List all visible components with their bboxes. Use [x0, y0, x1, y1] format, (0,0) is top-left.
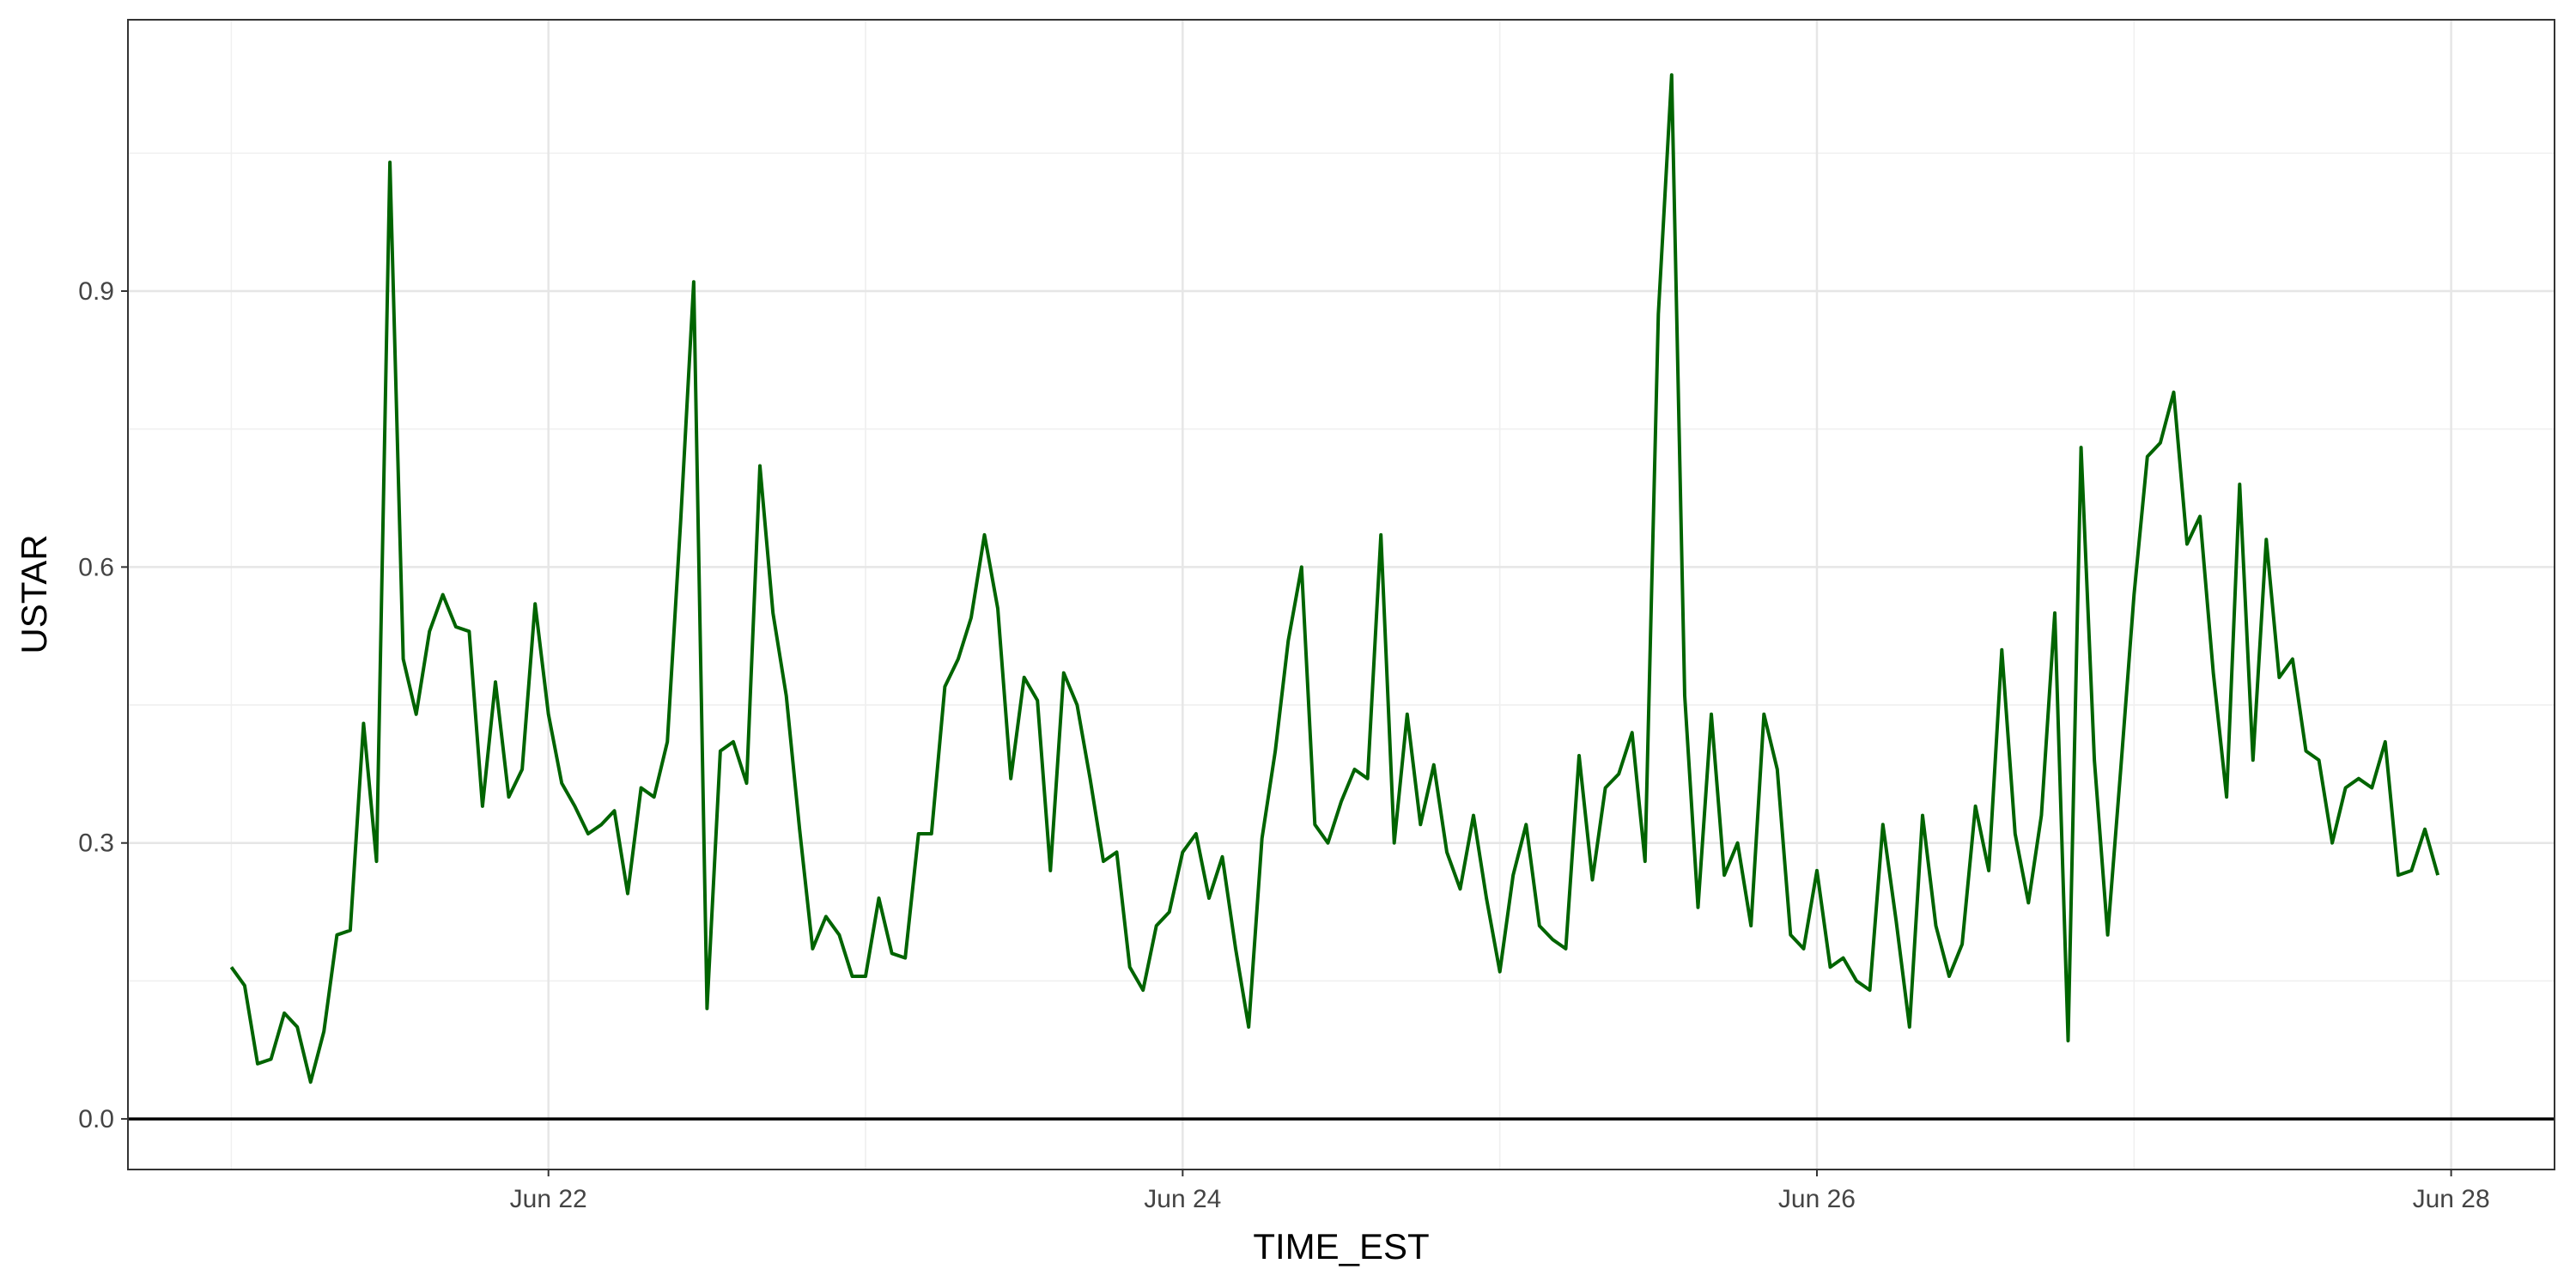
data-line: [229, 73, 2440, 1084]
y-axis-title: USTAR: [14, 534, 54, 653]
x-tick-label: Jun 24: [1144, 1185, 1221, 1213]
x-tick-label: Jun 28: [2413, 1185, 2490, 1213]
x-tick-label: Jun 26: [1778, 1185, 1856, 1213]
y-tick-label: 0.3: [78, 829, 114, 858]
y-tick-label: 0.6: [78, 553, 114, 581]
x-tick-label: Jun 22: [510, 1185, 587, 1213]
plot-border: [127, 19, 2555, 1170]
x-axis-title: TIME_EST: [1253, 1226, 1429, 1267]
y-tick-label: 0.9: [78, 277, 114, 306]
y-tick-label: 0.0: [78, 1105, 114, 1133]
